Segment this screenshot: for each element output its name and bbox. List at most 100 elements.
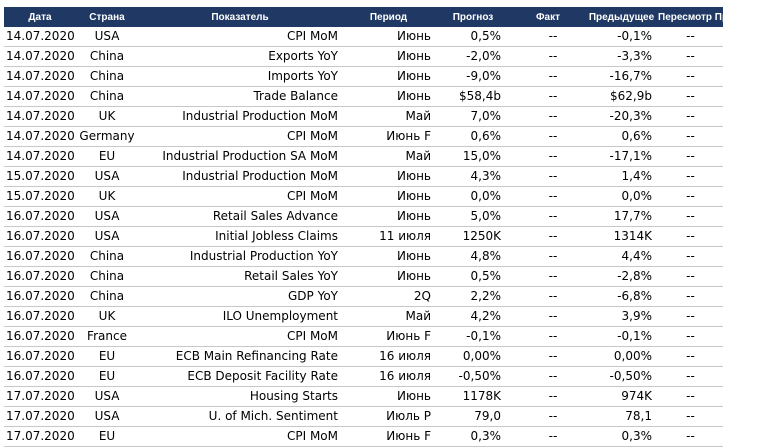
cell-indicator: Retail Sales Advance <box>138 206 342 227</box>
cell-revision: -- <box>658 206 723 227</box>
cell-forecast: -0,1% <box>435 326 511 347</box>
cell-previous: 0,0% <box>585 186 658 207</box>
cell-forecast: 0,5% <box>435 266 511 287</box>
cell-forecast: 1250K <box>435 226 511 247</box>
cell-date: 16.07.2020 <box>4 326 76 347</box>
cell-revision: -- <box>658 266 723 287</box>
cell-period: Июнь F <box>342 426 435 447</box>
cell-indicator: ECB Deposit Facility Rate <box>138 366 342 387</box>
table-row: 14.07.2020 UK Industrial Production MoM … <box>4 106 723 127</box>
cell-previous: 17,7% <box>585 206 658 227</box>
cell-period: Июнь F <box>342 126 435 147</box>
cell-indicator: Industrial Production MoM <box>138 106 342 127</box>
cell-fact: -- <box>511 426 585 447</box>
cell-revision: -- <box>658 27 723 47</box>
cell-revision: -- <box>658 166 723 187</box>
cell-previous: $62,9b <box>585 86 658 107</box>
cell-indicator: U. of Mich. Sentiment <box>138 406 342 427</box>
cell-fact: -- <box>511 246 585 267</box>
cell-date: 16.07.2020 <box>4 206 76 227</box>
table-row: 16.07.2020 China Retail Sales YoY Июнь 0… <box>4 266 723 287</box>
cell-fact: -- <box>511 226 585 247</box>
cell-date: 16.07.2020 <box>4 346 76 367</box>
table-row: 15.07.2020 USA Industrial Production MoM… <box>4 166 723 187</box>
cell-fact: -- <box>511 166 585 187</box>
cell-forecast: 4,2% <box>435 306 511 327</box>
cell-forecast: 7,0% <box>435 106 511 127</box>
table-row: 17.07.2020 USA U. of Mich. Sentiment Июл… <box>4 406 723 427</box>
cell-period: Июнь <box>342 206 435 227</box>
cell-country: USA <box>76 206 138 227</box>
cell-forecast: $58,4b <box>435 86 511 107</box>
cell-country: USA <box>76 166 138 187</box>
cell-forecast: 0,00% <box>435 346 511 367</box>
cell-indicator: CPI MoM <box>138 186 342 207</box>
cell-indicator: Exports YoY <box>138 46 342 67</box>
cell-country: UK <box>76 306 138 327</box>
table-row: 14.07.2020 Germany CPI MoM Июнь F 0,6% -… <box>4 126 723 147</box>
cell-date: 16.07.2020 <box>4 286 76 307</box>
cell-date: 16.07.2020 <box>4 306 76 327</box>
cell-previous: -0,50% <box>585 366 658 387</box>
cell-country: EU <box>76 426 138 447</box>
cell-period: Июнь <box>342 246 435 267</box>
table-row: 16.07.2020 France CPI MoM Июнь F -0,1% -… <box>4 326 723 347</box>
table-row: 17.07.2020 EU CPI MoM Июнь F 0,3% -- 0,3… <box>4 426 723 447</box>
cell-period: Июнь F <box>342 326 435 347</box>
cell-period: Июнь <box>342 27 435 47</box>
cell-country: China <box>76 66 138 87</box>
cell-date: 14.07.2020 <box>4 66 76 87</box>
cell-country: Germany <box>76 126 138 147</box>
table-row: 14.07.2020 EU Industrial Production SA M… <box>4 146 723 167</box>
cell-forecast: 4,8% <box>435 246 511 267</box>
table-row: 14.07.2020 China Exports YoY Июнь -2,0% … <box>4 46 723 67</box>
cell-fact: -- <box>511 126 585 147</box>
cell-indicator: Retail Sales YoY <box>138 266 342 287</box>
cell-indicator: Initial Jobless Claims <box>138 226 342 247</box>
cell-revision: -- <box>658 366 723 387</box>
cell-date: 14.07.2020 <box>4 86 76 107</box>
cell-indicator: CPI MoM <box>138 326 342 347</box>
cell-country: China <box>76 266 138 287</box>
cell-forecast: 0,6% <box>435 126 511 147</box>
cell-date: 15.07.2020 <box>4 186 76 207</box>
cell-period: 16 июля <box>342 366 435 387</box>
cell-date: 14.07.2020 <box>4 27 76 47</box>
cell-indicator: ILO Unemployment <box>138 306 342 327</box>
cell-indicator: Industrial Production YoY <box>138 246 342 267</box>
cell-country: China <box>76 46 138 67</box>
cell-country: EU <box>76 146 138 167</box>
cell-country: UK <box>76 106 138 127</box>
cell-date: 17.07.2020 <box>4 386 76 407</box>
cell-date: 16.07.2020 <box>4 246 76 267</box>
cell-fact: -- <box>511 286 585 307</box>
cell-fact: -- <box>511 306 585 327</box>
table-body: 14.07.2020 USA CPI MoM Июнь 0,5% -- -0,1… <box>4 27 723 447</box>
header-period: Период <box>342 7 435 27</box>
cell-indicator: Imports YoY <box>138 66 342 87</box>
cell-date: 15.07.2020 <box>4 166 76 187</box>
cell-indicator: GDP YoY <box>138 286 342 307</box>
cell-country: France <box>76 326 138 347</box>
cell-fact: -- <box>511 46 585 67</box>
cell-revision: -- <box>658 46 723 67</box>
cell-previous: 974K <box>585 386 658 407</box>
cell-fact: -- <box>511 146 585 167</box>
economic-calendar-table: Дата Страна Показатель Период Прогноз Фа… <box>4 7 723 447</box>
cell-indicator: Trade Balance <box>138 86 342 107</box>
cell-period: Июнь <box>342 166 435 187</box>
cell-fact: -- <box>511 406 585 427</box>
table-row: 16.07.2020 USA Retail Sales Advance Июнь… <box>4 206 723 227</box>
cell-period: Июнь <box>342 386 435 407</box>
table-row: 14.07.2020 China Trade Balance Июнь $58,… <box>4 86 723 107</box>
cell-forecast: 0,0% <box>435 186 511 207</box>
cell-forecast: -9,0% <box>435 66 511 87</box>
header-fact: Факт <box>511 7 585 27</box>
cell-revision: -- <box>658 86 723 107</box>
cell-revision: -- <box>658 66 723 87</box>
table-row: 15.07.2020 UK CPI MoM Июнь 0,0% -- 0,0% … <box>4 186 723 207</box>
cell-fact: -- <box>511 27 585 47</box>
cell-revision: -- <box>658 226 723 247</box>
cell-date: 17.07.2020 <box>4 406 76 427</box>
cell-fact: -- <box>511 326 585 347</box>
